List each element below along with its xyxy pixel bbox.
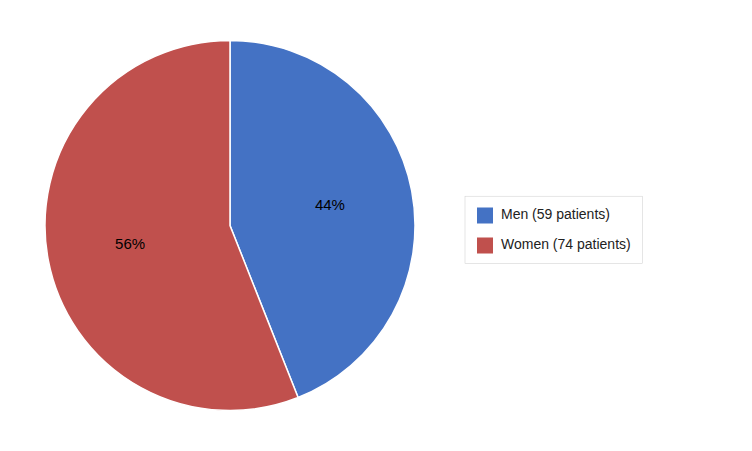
legend-frame <box>465 196 643 263</box>
legend-item: Men (59 patients) <box>477 206 610 223</box>
pie: 44% 56% <box>45 41 415 411</box>
slice <box>45 41 298 411</box>
legend-label: Men (59 patients) <box>501 206 610 222</box>
legend-swatch <box>477 238 493 254</box>
slices <box>45 41 415 411</box>
legend: Men (59 patients) Women (74 patients) <box>465 196 643 263</box>
data-label: 44% <box>315 196 345 213</box>
legend-item: Women (74 patients) <box>477 236 631 253</box>
legend-swatch <box>477 208 493 224</box>
chart: 44% 56% Men (59 patients) Women (74 patient… <box>0 0 752 451</box>
legend-label: Women (74 patients) <box>501 236 631 252</box>
data-labels: 44% 56% <box>115 196 345 251</box>
data-label: 56% <box>115 235 145 252</box>
